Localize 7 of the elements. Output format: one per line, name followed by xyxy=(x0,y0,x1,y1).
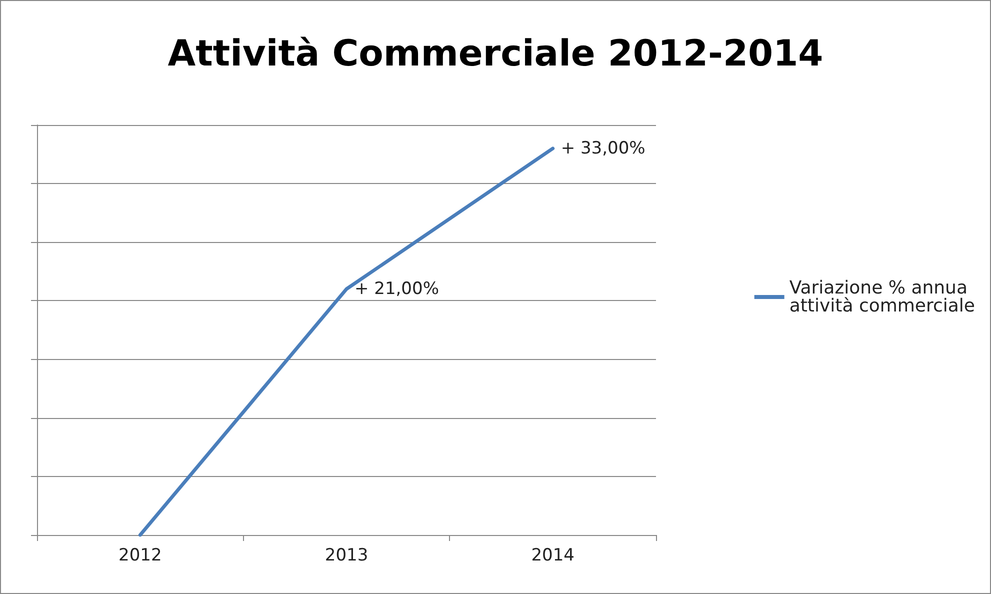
data-label: + 21,00% xyxy=(354,279,439,299)
data-label: + 33,00% xyxy=(560,138,646,158)
chart-title: Attività Commerciale 2012-2014 xyxy=(168,34,824,74)
x-tick-label: 2013 xyxy=(324,546,368,566)
x-tick-label: 2012 xyxy=(118,546,162,566)
legend-label: Variazione % annua attività commerciale xyxy=(789,278,976,316)
x-tick-label: 2014 xyxy=(531,546,574,566)
